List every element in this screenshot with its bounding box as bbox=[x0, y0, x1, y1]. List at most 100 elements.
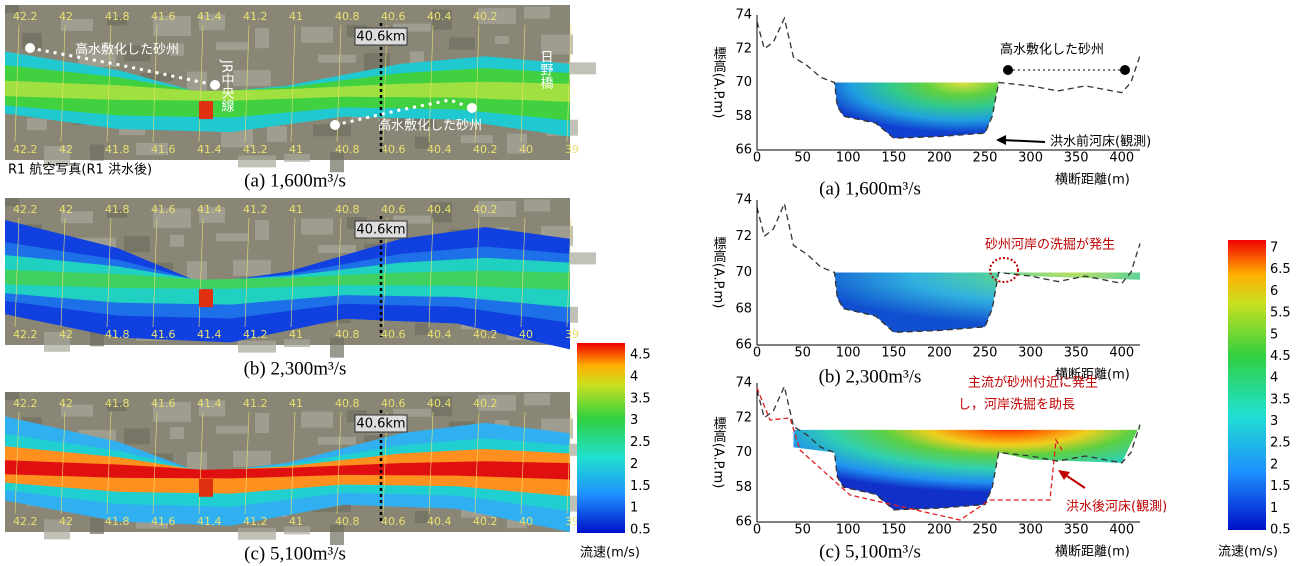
km-label: 40.2 bbox=[473, 515, 498, 528]
x-tick-label: 300 bbox=[1018, 523, 1043, 538]
y-axis-label: 標高(A.P.m) bbox=[711, 417, 727, 489]
km-label: 41.4 bbox=[197, 10, 222, 23]
building bbox=[221, 127, 253, 148]
x-tick-label: 50 bbox=[794, 346, 811, 361]
building bbox=[107, 403, 127, 412]
building bbox=[284, 339, 310, 348]
km-label: 41.4 bbox=[197, 328, 222, 341]
section-panel: 74 72 70 58 660 50 100 150 200 250 300 350 400 標高(A.P… bbox=[711, 376, 1141, 560]
velocity-contour bbox=[834, 82, 999, 139]
y-tick-label: 58 bbox=[735, 480, 752, 495]
annotation: 洪水前河床(観測) bbox=[1050, 134, 1151, 150]
km-label: 41 bbox=[289, 397, 303, 410]
building bbox=[432, 202, 452, 223]
km-label: 40.6 bbox=[381, 143, 406, 156]
km-line bbox=[152, 217, 158, 328]
y-tick-label: 72 bbox=[735, 229, 752, 244]
building bbox=[330, 152, 344, 173]
building bbox=[432, 396, 452, 417]
building bbox=[78, 46, 116, 67]
km-line bbox=[474, 24, 480, 143]
km-label: 41.6 bbox=[151, 143, 176, 156]
building bbox=[524, 6, 550, 19]
km-label: 41.2 bbox=[243, 397, 268, 410]
km-label: 40.8 bbox=[335, 143, 360, 156]
building bbox=[61, 18, 93, 31]
building bbox=[393, 408, 431, 417]
colorbar-tick: 2.5 bbox=[1270, 436, 1291, 451]
km-line bbox=[106, 24, 112, 143]
building bbox=[238, 155, 276, 168]
map-caption: (c) 5,100m³/s bbox=[244, 543, 346, 564]
km-label: 41.4 bbox=[197, 515, 222, 528]
y-tick-label: 66 bbox=[735, 143, 752, 158]
building bbox=[449, 37, 475, 50]
km-label: 41 bbox=[289, 515, 303, 528]
km-label: 39 bbox=[565, 143, 579, 156]
km-label: 41.6 bbox=[151, 203, 176, 216]
km-label: 40.8 bbox=[335, 397, 360, 410]
km-line bbox=[14, 411, 20, 515]
x-tick-label: 250 bbox=[973, 523, 998, 538]
building bbox=[415, 136, 429, 149]
km-label: 41.6 bbox=[151, 515, 176, 528]
sandbar-dot bbox=[210, 80, 220, 90]
building bbox=[255, 413, 269, 433]
y-axis-label: 標高(A.P.m) bbox=[711, 237, 727, 309]
km-label: 41.4 bbox=[197, 397, 222, 410]
km-line bbox=[474, 217, 480, 328]
km-line bbox=[566, 24, 572, 143]
building bbox=[44, 146, 70, 167]
x-tick-label: 200 bbox=[927, 346, 952, 361]
annotation: 高水敷化した砂州 bbox=[75, 42, 179, 58]
km-label: 41.4 bbox=[197, 203, 222, 216]
velocity-contour bbox=[834, 272, 1140, 333]
map-panel: 42.2 42.2 42 42 41.8 41.8 41.6 41.6 41.4 41.4 41.2… bbox=[5, 198, 596, 358]
km-line bbox=[290, 24, 296, 143]
y-tick-label: 74 bbox=[735, 376, 752, 391]
arrowhead bbox=[1058, 470, 1070, 480]
km-line bbox=[520, 217, 526, 328]
colorbar-tick: 1.5 bbox=[630, 479, 651, 494]
building bbox=[461, 509, 493, 518]
building bbox=[124, 428, 150, 445]
km-label: 42 bbox=[59, 397, 73, 410]
building bbox=[107, 209, 127, 218]
building bbox=[170, 43, 184, 56]
x-tick-label: 50 bbox=[794, 523, 811, 538]
km-label: 40.6 bbox=[381, 515, 406, 528]
km-line bbox=[60, 217, 66, 328]
building bbox=[136, 142, 168, 155]
building bbox=[124, 236, 150, 253]
sandbar-dot bbox=[1120, 65, 1130, 75]
km-label: 40.2 bbox=[473, 203, 498, 216]
building bbox=[478, 200, 516, 217]
marker-label: 40.6km bbox=[356, 223, 405, 238]
km-line bbox=[198, 217, 204, 328]
building bbox=[90, 518, 104, 534]
building bbox=[255, 28, 269, 49]
building bbox=[318, 54, 356, 63]
km-label: 41.8 bbox=[105, 397, 130, 410]
x-tick-label: 250 bbox=[973, 151, 998, 166]
x-tick-label: 150 bbox=[881, 523, 906, 538]
x-tick-label: 400 bbox=[1109, 346, 1134, 361]
marker-box bbox=[354, 414, 408, 433]
annotation: 高水敷化した砂州 bbox=[1000, 42, 1104, 58]
km-label: 40.8 bbox=[335, 515, 360, 528]
colorbar-tick: 3 bbox=[630, 413, 638, 428]
km-line bbox=[198, 411, 204, 515]
km-line bbox=[106, 217, 112, 328]
x-tick-label: 0 bbox=[753, 346, 761, 361]
km-label: 42 bbox=[59, 143, 73, 156]
colorbar-tick: 6 bbox=[1270, 284, 1278, 299]
section-caption: (b) 2,300m³/s bbox=[819, 366, 922, 387]
km-label: 41.8 bbox=[105, 515, 130, 528]
x-tick-label: 100 bbox=[836, 523, 861, 538]
colorbar-tick: 2.5 bbox=[630, 435, 651, 450]
building bbox=[90, 330, 104, 347]
colorbar-tick: 0.5 bbox=[630, 523, 651, 538]
building bbox=[187, 452, 207, 473]
building bbox=[5, 392, 19, 400]
arrow bbox=[1063, 473, 1086, 489]
